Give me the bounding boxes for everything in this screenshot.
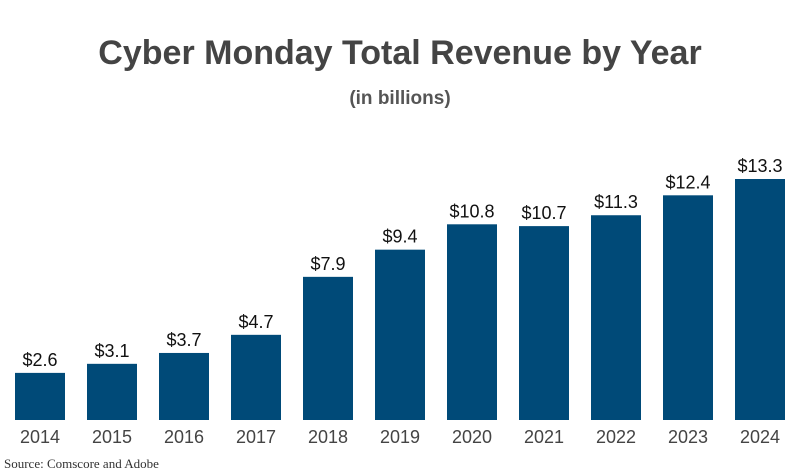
data-label-2020: $10.8 — [449, 201, 494, 221]
data-label-2021: $10.7 — [521, 203, 566, 223]
x-tick-2022: 2022 — [596, 427, 636, 447]
data-label-2014: $2.6 — [22, 350, 57, 370]
x-tick-2015: 2015 — [92, 427, 132, 447]
data-label-2017: $4.7 — [238, 312, 273, 332]
x-tick-2017: 2017 — [236, 427, 276, 447]
x-tick-2021: 2021 — [524, 427, 564, 447]
bar-2019 — [375, 249, 425, 420]
x-tick-2024: 2024 — [740, 427, 780, 447]
bar-2017 — [231, 334, 281, 420]
bar-2021 — [519, 226, 569, 420]
x-tick-2018: 2018 — [308, 427, 348, 447]
x-tick-2014: 2014 — [20, 427, 60, 447]
data-label-2024: $13.3 — [737, 156, 782, 176]
chart-subtitle: (in billions) — [349, 88, 451, 109]
data-label-2019: $9.4 — [382, 227, 417, 247]
bar-2022 — [591, 215, 641, 420]
chart-title: Cyber Monday Total Revenue by Year — [98, 34, 702, 72]
bar-2023 — [663, 195, 713, 420]
source-note: Source: Comscore and Adobe — [4, 456, 159, 471]
data-label-2016: $3.7 — [166, 330, 201, 350]
bar-2024 — [735, 179, 785, 420]
bar-2014 — [15, 372, 65, 420]
data-label-2015: $3.1 — [94, 341, 129, 361]
x-tick-2020: 2020 — [452, 427, 492, 447]
data-label-2018: $7.9 — [310, 254, 345, 274]
bar-2016 — [159, 352, 209, 420]
bar-2020 — [447, 224, 497, 420]
x-tick-2016: 2016 — [164, 427, 204, 447]
bar-2015 — [87, 363, 137, 420]
bar-2018 — [303, 276, 353, 420]
x-tick-2019: 2019 — [380, 427, 420, 447]
data-label-2022: $11.3 — [594, 192, 638, 212]
x-tick-2023: 2023 — [668, 427, 708, 447]
data-label-2023: $12.4 — [665, 172, 710, 192]
